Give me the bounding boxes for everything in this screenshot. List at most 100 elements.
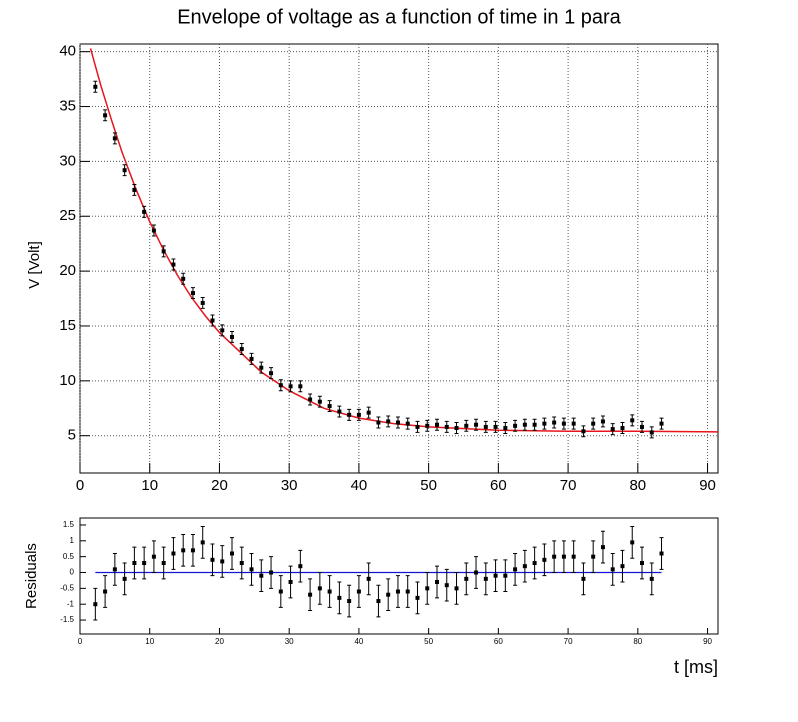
y-tick-label: 10	[59, 372, 76, 389]
data-point	[454, 586, 459, 591]
data-point	[200, 300, 205, 305]
data-point	[210, 557, 215, 562]
x-tick-label: 0	[78, 637, 83, 646]
data-point	[181, 548, 186, 553]
data-point	[259, 573, 264, 578]
data-point	[483, 576, 488, 581]
y-tick-label: 0	[70, 568, 75, 577]
data-point	[532, 561, 537, 566]
y-tick-label: 5	[68, 427, 76, 444]
data-point	[474, 422, 479, 427]
data-point	[103, 589, 108, 594]
data-point	[552, 420, 557, 425]
data-point	[327, 404, 332, 409]
data-point	[337, 595, 342, 600]
data-point	[639, 561, 644, 566]
data-point	[581, 429, 586, 434]
data-point	[239, 347, 244, 352]
data-point	[298, 564, 303, 569]
data-point	[591, 554, 596, 559]
data-point	[327, 589, 332, 594]
data-point	[278, 589, 283, 594]
data-point	[230, 334, 235, 339]
data-point	[200, 540, 205, 545]
data-point	[600, 545, 605, 550]
x-tick-label: 30	[281, 477, 298, 494]
data-point	[220, 328, 225, 333]
data-point	[151, 554, 156, 559]
data-point	[405, 589, 410, 594]
y-tick-label: 40	[59, 43, 76, 60]
x-tick-label: 0	[76, 477, 84, 494]
data-point	[610, 567, 615, 572]
x-tick-label: 10	[141, 477, 158, 494]
y-tick-label: 30	[59, 152, 76, 169]
x-tick-label: 50	[420, 477, 437, 494]
data-point	[376, 420, 381, 425]
data-point	[649, 576, 654, 581]
x-tick-label: 80	[633, 637, 642, 646]
data-point	[122, 576, 127, 581]
data-point	[278, 383, 283, 388]
data-point	[522, 564, 527, 569]
data-point	[93, 84, 98, 89]
y-tick-label: 35	[59, 98, 76, 115]
x-tick-label: 60	[490, 477, 507, 494]
data-point	[620, 564, 625, 569]
data-point	[142, 209, 147, 214]
data-point	[337, 409, 342, 414]
data-point	[571, 554, 576, 559]
data-point	[356, 412, 361, 417]
data-point	[181, 276, 186, 281]
x-tick-label: 90	[703, 637, 712, 646]
data-point	[425, 423, 430, 428]
y-axis-label: Residuals	[23, 543, 40, 609]
data-point	[112, 567, 117, 572]
data-point	[317, 586, 322, 591]
y-tick-label: 15	[59, 317, 76, 334]
data-point	[259, 365, 264, 370]
data-point	[415, 424, 420, 429]
data-point	[171, 262, 176, 267]
data-point	[288, 580, 293, 585]
data-point	[454, 426, 459, 431]
data-point	[444, 583, 449, 588]
data-point	[161, 561, 166, 566]
data-point	[132, 187, 137, 192]
x-tick-label: 80	[629, 477, 646, 494]
x-tick-label: 90	[699, 477, 716, 494]
data-point	[513, 423, 518, 428]
data-point	[630, 540, 635, 545]
data-point	[112, 136, 117, 141]
data-point	[503, 573, 508, 578]
data-point	[249, 356, 254, 361]
data-point	[542, 421, 547, 426]
data-point	[630, 418, 635, 423]
y-tick-label: 25	[59, 207, 76, 224]
data-point	[142, 561, 147, 566]
y-tick-label: -1.5	[60, 615, 74, 624]
data-point	[308, 397, 313, 402]
data-point	[503, 426, 508, 431]
data-point	[522, 422, 527, 427]
data-point	[239, 561, 244, 566]
data-point	[132, 561, 137, 566]
data-point	[581, 576, 586, 581]
x-tick-label: 30	[285, 637, 294, 646]
data-point	[425, 586, 430, 591]
x-tick-label: 40	[354, 637, 363, 646]
x-tick-label: 10	[145, 637, 154, 646]
data-point	[513, 567, 518, 572]
data-point	[308, 592, 313, 597]
data-point	[591, 421, 596, 426]
x-axis-label: t [ms]	[674, 657, 718, 677]
data-point	[493, 573, 498, 578]
data-point	[386, 419, 391, 424]
y-tick-label: -0.5	[60, 583, 74, 592]
data-point	[483, 424, 488, 429]
data-point	[93, 602, 98, 607]
x-tick-label: 20	[211, 477, 228, 494]
data-point	[366, 576, 371, 581]
data-point	[317, 399, 322, 404]
